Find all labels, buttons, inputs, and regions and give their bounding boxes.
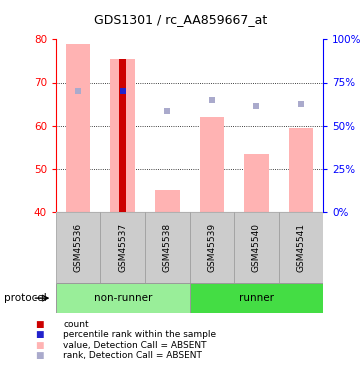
Bar	[100, 212, 145, 283]
Text: GSM45541: GSM45541	[296, 223, 305, 272]
Bar	[244, 154, 269, 212]
Text: GSM45540: GSM45540	[252, 223, 261, 272]
Bar	[190, 283, 323, 313]
Bar	[234, 212, 279, 283]
Bar	[66, 44, 91, 212]
Text: GDS1301 / rc_AA859667_at: GDS1301 / rc_AA859667_at	[94, 13, 267, 26]
Bar	[190, 212, 234, 283]
Text: percentile rank within the sample: percentile rank within the sample	[63, 330, 216, 339]
Bar	[279, 212, 323, 283]
Bar	[119, 59, 126, 212]
Bar	[145, 212, 190, 283]
Bar	[288, 128, 313, 212]
Text: GSM45536: GSM45536	[74, 223, 83, 272]
Bar	[155, 190, 179, 212]
Text: ■: ■	[35, 351, 44, 360]
Text: non-runner: non-runner	[93, 293, 152, 303]
Text: protocol: protocol	[4, 293, 46, 303]
Text: ■: ■	[35, 330, 44, 339]
Text: ■: ■	[35, 320, 44, 329]
Text: GSM45539: GSM45539	[207, 223, 216, 272]
Text: GSM45538: GSM45538	[163, 223, 172, 272]
Text: ■: ■	[35, 341, 44, 350]
Text: rank, Detection Call = ABSENT: rank, Detection Call = ABSENT	[63, 351, 202, 360]
Text: count: count	[63, 320, 89, 329]
Text: GSM45537: GSM45537	[118, 223, 127, 272]
Bar	[56, 283, 190, 313]
Text: value, Detection Call = ABSENT: value, Detection Call = ABSENT	[63, 341, 207, 350]
Bar	[200, 117, 224, 212]
Text: runner: runner	[239, 293, 274, 303]
Bar	[56, 212, 100, 283]
Bar	[110, 59, 135, 212]
